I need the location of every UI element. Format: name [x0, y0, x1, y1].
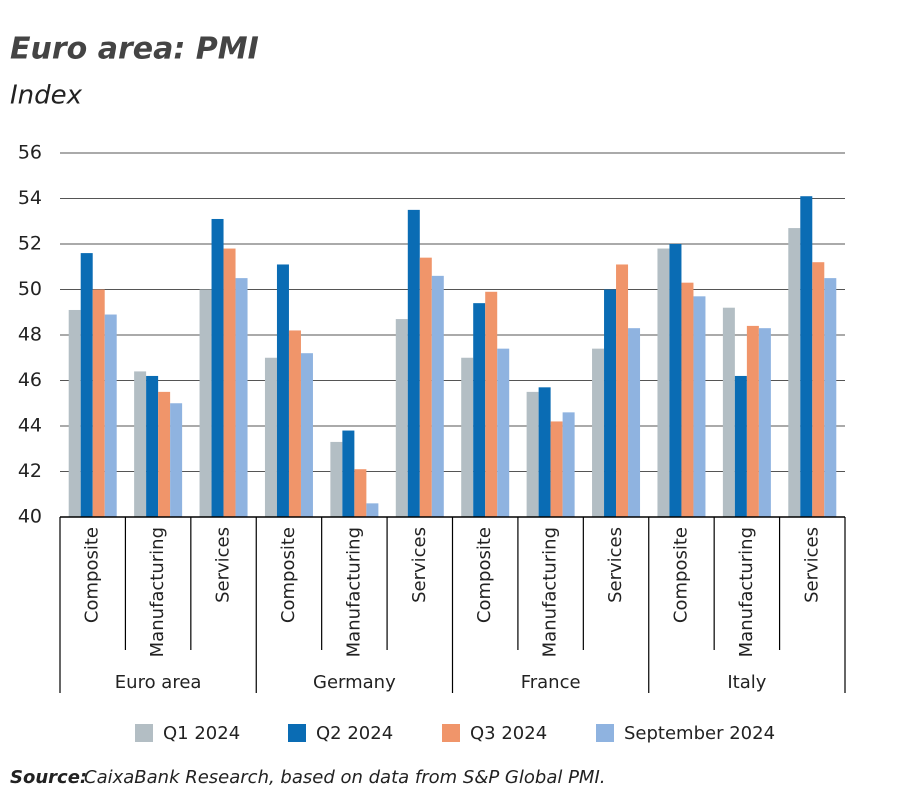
legend-swatch	[288, 724, 306, 742]
chart-title: Euro area: PMI	[10, 32, 259, 67]
x-tick-label: Services	[605, 527, 626, 603]
bar	[526, 391, 539, 517]
x-tick-label: Composite	[474, 527, 495, 623]
bar	[628, 328, 641, 517]
bar	[431, 275, 444, 517]
legend-label: September 2024	[624, 723, 775, 744]
y-tick-label: 56	[18, 142, 42, 164]
bar	[395, 319, 408, 517]
y-tick-label: 52	[18, 233, 42, 255]
bar	[497, 348, 510, 517]
group-label: Euro area	[115, 672, 202, 693]
bar	[300, 353, 313, 517]
bar	[669, 244, 682, 517]
bar	[657, 248, 670, 518]
legend-label: Q1 2024	[163, 723, 240, 744]
bar	[80, 253, 93, 517]
bar	[235, 278, 248, 517]
bar	[550, 421, 563, 517]
bar	[722, 307, 735, 517]
bar	[473, 303, 486, 517]
legend-label: Q2 2024	[316, 723, 393, 744]
bar	[604, 289, 617, 517]
bar	[170, 403, 183, 517]
bar	[146, 375, 159, 517]
group-label: France	[521, 672, 581, 693]
bar	[342, 430, 355, 517]
bar	[264, 357, 277, 517]
y-tick-label: 50	[18, 278, 42, 300]
bar	[592, 348, 605, 517]
bar	[824, 278, 837, 517]
x-tick-label: Composite	[82, 527, 103, 623]
bar	[788, 228, 801, 517]
bar	[419, 257, 432, 517]
x-tick-label: Manufacturing	[343, 527, 364, 657]
bar	[288, 330, 301, 517]
bar	[68, 309, 81, 517]
x-tick-label: Services	[801, 527, 822, 603]
y-tick-label: 42	[18, 460, 42, 482]
legend-swatch	[442, 724, 460, 742]
bar	[354, 469, 367, 517]
bar	[693, 296, 706, 517]
x-tick-label: Services	[409, 527, 430, 603]
y-tick-label: 54	[18, 187, 42, 209]
bar	[223, 248, 236, 518]
source-text: CaixaBank Research, based on data from S…	[84, 767, 606, 788]
bar	[746, 325, 759, 517]
bar	[199, 289, 212, 517]
bar	[104, 314, 117, 517]
y-tick-label: 40	[18, 506, 42, 528]
bar	[734, 375, 747, 517]
bar	[366, 503, 379, 517]
bar	[485, 291, 498, 517]
x-tick-label: Services	[213, 527, 234, 603]
y-tick-label: 44	[18, 415, 42, 437]
legend-swatch	[596, 724, 614, 742]
x-tick-label: Composite	[670, 527, 691, 623]
y-tick-label: 46	[18, 369, 42, 391]
bar	[158, 391, 171, 517]
chart-subtitle: Index	[10, 81, 83, 111]
x-tick-label: Manufacturing	[540, 527, 561, 657]
source-label: Source:	[10, 767, 87, 788]
bar	[461, 357, 474, 517]
y-tick-label: 48	[18, 324, 42, 346]
bar	[758, 328, 771, 517]
bar	[276, 264, 289, 517]
bar	[562, 412, 575, 517]
bar	[211, 218, 224, 517]
legend-label: Q3 2024	[470, 723, 547, 744]
bar	[134, 371, 147, 517]
bar	[92, 289, 105, 517]
legend-swatch	[135, 724, 153, 742]
bar	[538, 387, 551, 517]
group-label: Germany	[313, 672, 396, 693]
bar	[616, 264, 629, 517]
bar	[800, 196, 813, 517]
x-tick-label: Composite	[278, 527, 299, 623]
group-label: Italy	[727, 672, 766, 693]
bar	[407, 209, 420, 517]
bar	[330, 441, 343, 517]
x-tick-label: Manufacturing	[736, 527, 757, 657]
bar	[812, 262, 825, 517]
bar	[681, 282, 694, 517]
x-tick-label: Manufacturing	[147, 527, 168, 657]
